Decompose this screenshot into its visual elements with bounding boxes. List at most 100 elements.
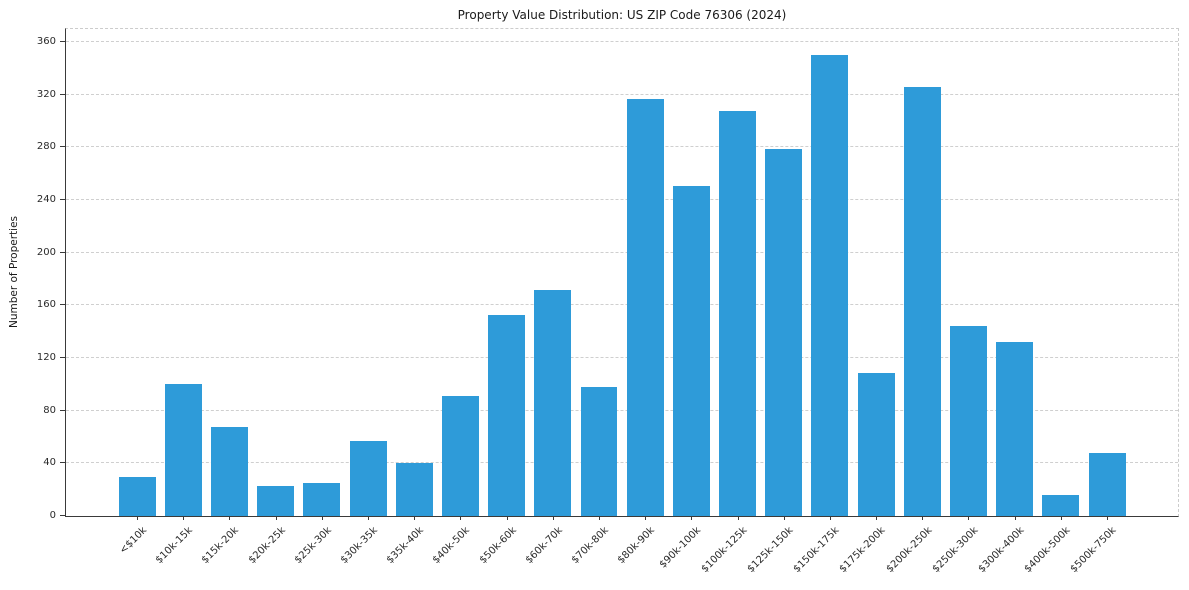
y-tick-mark <box>60 515 65 516</box>
x-tick-label: $70k-80k <box>569 525 611 567</box>
bar-$35k-40k <box>395 463 433 516</box>
bar-$300k-400k <box>996 342 1034 516</box>
x-tick-slot: $500k-750k <box>1069 516 1130 588</box>
x-tick-mark <box>1060 516 1062 520</box>
bar-slot <box>253 29 299 516</box>
bar-$150k-175k <box>811 55 849 516</box>
x-tick-mark <box>691 516 693 520</box>
y-axis-label: Number of Properties <box>8 215 20 329</box>
bar-slot <box>299 29 345 516</box>
bar-slot <box>391 29 437 516</box>
bar-slot <box>945 29 991 516</box>
y-tick-mark <box>60 251 65 253</box>
bar-slot <box>992 29 1038 516</box>
gridline <box>66 357 1178 359</box>
x-tick-mark <box>506 516 508 520</box>
x-tick-slot: $300k-400k <box>976 516 1038 588</box>
x-tick-slot: $15k-20k <box>200 516 252 588</box>
y-tick-mark <box>60 462 65 464</box>
x-tick-mark <box>783 516 785 520</box>
gridline <box>66 409 1178 411</box>
x-tick-mark <box>460 516 462 520</box>
x-tick-mark <box>414 516 416 520</box>
bar-slot <box>622 29 668 516</box>
x-tick-mark <box>321 516 323 520</box>
x-tick-slot: $200k-250k <box>884 516 945 588</box>
x-tick-mark <box>229 516 231 520</box>
bar-$500k-750k <box>1088 452 1126 516</box>
bar-slot <box>761 29 807 516</box>
bar-slot <box>114 29 160 516</box>
x-tick-mark <box>275 516 277 520</box>
bar-slot <box>1084 29 1130 516</box>
gridline <box>66 93 1178 95</box>
gridline <box>66 304 1178 306</box>
bar-slot <box>206 29 252 516</box>
x-tick-mark <box>598 516 600 520</box>
x-tick-mark <box>1014 516 1016 520</box>
y-tick-mark <box>60 409 65 411</box>
bar-slot <box>668 29 714 516</box>
gridline <box>66 251 1178 253</box>
x-tick-slot: $100k-125k <box>699 516 760 588</box>
bar-slot <box>899 29 945 516</box>
y-tick-mark <box>60 93 65 95</box>
x-tick-label: $40k-50k <box>431 525 473 567</box>
x-tick-label: $30k-35k <box>338 525 380 567</box>
x-tick-label: $60k-70k <box>523 525 565 567</box>
bar-slot <box>530 29 576 516</box>
y-tick-label: 120 <box>36 352 56 364</box>
y-tick-mark <box>60 304 65 306</box>
y-tick-label: 200 <box>36 246 56 258</box>
x-tick-slot: $20k-25k <box>246 516 299 588</box>
x-tick-label: $25k-30k <box>292 525 334 567</box>
bar-<$10k <box>118 476 156 516</box>
bar-$70k-80k <box>580 387 618 516</box>
bar-slot <box>714 29 760 516</box>
x-tick-label: $80k-90k <box>615 525 657 567</box>
bar-$10k-15k <box>164 384 202 516</box>
x-tick-slot: $400k-500k <box>1023 516 1084 588</box>
y-tick-label: 320 <box>36 88 56 100</box>
bar-$175k-200k <box>857 372 895 516</box>
y-tick-label: 360 <box>36 36 56 48</box>
bar-slot <box>807 29 853 516</box>
y-tick-mark <box>60 199 65 201</box>
bar-$100k-125k <box>719 110 756 516</box>
y-tick-mark <box>60 357 65 359</box>
x-tick-mark <box>137 516 139 520</box>
x-tick-label: $15k-20k <box>200 525 242 567</box>
x-tick-label: $10k-15k <box>154 525 196 567</box>
gridline <box>66 146 1178 148</box>
x-tick-slot: <$10k <box>114 516 160 588</box>
x-tick-mark <box>968 516 970 520</box>
y-tick-label: 0 <box>49 510 56 521</box>
x-tick-slot: $35k-40k <box>385 516 437 588</box>
x-tick-mark <box>368 516 370 520</box>
x-tick-slot: $80k-90k <box>616 516 668 588</box>
x-tick-slot: $250k-300k <box>930 516 991 588</box>
x-tick-slot: $25k-30k <box>293 516 345 588</box>
x-tick-label: $50k-60k <box>477 525 519 567</box>
bar-slot <box>853 29 899 516</box>
bar-slot <box>437 29 483 516</box>
x-tick-mark <box>552 516 554 520</box>
x-tick-label: $35k-40k <box>384 525 426 567</box>
x-tick-label: $20k-25k <box>246 525 288 567</box>
bar-$250k-300k <box>950 326 987 516</box>
gridline <box>66 199 1178 201</box>
x-tick-mark <box>876 516 878 520</box>
plot-area: 0 40 80 120 160 200 240 280 320 360 <$10k $10k-15k… <box>37 28 1179 575</box>
bar-$400k-500k <box>1042 494 1080 516</box>
bar-slot <box>160 29 206 516</box>
gridline <box>66 41 1178 43</box>
y-tick-label: 40 <box>43 457 56 469</box>
gridline <box>66 462 1178 464</box>
bar-$60k-70k <box>534 289 572 516</box>
x-tick-slot: $50k-60k <box>477 516 530 588</box>
bar-$50k-60k <box>488 314 526 516</box>
bar-$90k-100k <box>672 185 710 516</box>
x-tick-slot: $30k-35k <box>339 516 391 588</box>
y-tick-label: 240 <box>36 194 56 206</box>
